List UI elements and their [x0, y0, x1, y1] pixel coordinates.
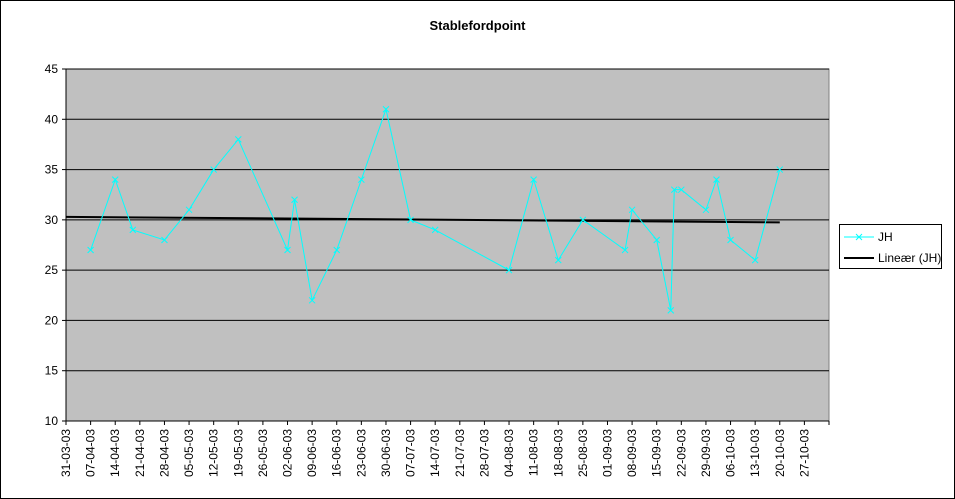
x-tick-label: 14-04-03 — [108, 429, 122, 477]
data-point — [161, 236, 168, 244]
x-tick-label: 07-07-03 — [404, 429, 418, 477]
x-tick-label: 08-09-03 — [625, 429, 639, 477]
chart-title: Stablefordpoint — [429, 18, 526, 33]
data-point — [530, 176, 537, 183]
x-tick-label: 28-04-03 — [157, 429, 171, 477]
x-tick-label: 14-07-03 — [428, 429, 442, 477]
x-tick-label: 12-05-03 — [207, 429, 221, 477]
y-tick-label: 40 — [45, 112, 59, 126]
data-point — [308, 296, 316, 304]
y-tick-label: 30 — [45, 213, 59, 227]
data-point — [670, 186, 678, 194]
y-tick-label: 10 — [45, 414, 59, 428]
data-point — [358, 176, 365, 183]
x-tick-label: 29-09-03 — [699, 429, 713, 477]
data-point — [129, 226, 137, 234]
x-tick-label: 25-08-03 — [576, 429, 590, 477]
data-point — [505, 266, 513, 274]
plot-area — [65, 68, 830, 422]
data-point — [407, 216, 414, 224]
data-point — [291, 196, 298, 204]
x-tick-label: 04-08-03 — [502, 429, 516, 477]
legend-swatch-jh — [844, 233, 874, 241]
x-tick-label: 22-09-03 — [674, 429, 688, 477]
data-point — [628, 206, 636, 214]
legend-item-jh: JH — [840, 228, 893, 246]
x-tick-label: 16-06-03 — [330, 429, 344, 477]
x-tick-label: 06-10-03 — [724, 429, 738, 477]
data-point — [111, 176, 119, 183]
legend-swatch-trendline — [844, 257, 874, 259]
x-tick-label: 09-06-03 — [305, 429, 319, 477]
y-tick-label: 20 — [45, 313, 59, 327]
data-point — [185, 206, 193, 214]
data-point — [667, 307, 675, 314]
data-point — [702, 206, 710, 214]
x-tick-label: 28-07-03 — [477, 429, 491, 477]
x-tick-label: 26-05-03 — [256, 429, 270, 477]
legend: JH Lineær (JH) — [839, 224, 942, 269]
x-tick-label: 21-04-03 — [133, 429, 147, 477]
x-tick-label: 20-10-03 — [773, 429, 787, 477]
x-tick-label: 02-06-03 — [281, 429, 295, 477]
data-point — [87, 246, 94, 254]
y-tick-label: 35 — [45, 163, 59, 177]
data-point — [677, 186, 685, 194]
data-point — [284, 246, 291, 254]
y-tick-label: 45 — [45, 62, 59, 76]
x-tick-label: 27-10-03 — [797, 429, 811, 477]
y-tick-label: 25 — [45, 263, 59, 277]
x-tick-label: 19-05-03 — [231, 429, 245, 477]
x-tick-label: 01-09-03 — [600, 429, 614, 477]
data-point — [579, 216, 587, 224]
x-tick-label: 05-05-03 — [182, 429, 196, 477]
data-point — [333, 246, 341, 254]
legend-item-trendline: Lineær (JH) — [840, 249, 941, 267]
legend-label-trendline: Lineær (JH) — [878, 251, 942, 265]
x-tick-label: 18-08-03 — [551, 429, 565, 477]
data-point — [621, 246, 629, 254]
data-point — [431, 226, 439, 234]
x-tick-label: 11-08-03 — [527, 429, 541, 476]
data-point — [653, 236, 661, 244]
data-point — [776, 166, 784, 173]
data-point — [751, 256, 759, 264]
data-point — [234, 136, 242, 143]
x-tick-label: 15-09-03 — [650, 429, 664, 477]
data-point — [713, 176, 720, 183]
y-tick-label: 15 — [45, 364, 59, 378]
x-tick-label: 23-06-03 — [354, 429, 368, 477]
trendline — [65, 215, 780, 224]
legend-label-jh: JH — [878, 230, 893, 244]
data-point — [210, 166, 218, 173]
x-tick-label: 31-03-03 — [59, 429, 73, 477]
x-tick-label: 13-10-03 — [748, 429, 762, 477]
series-line-jh — [90, 107, 781, 311]
x-tick-label: 30-06-03 — [379, 429, 393, 477]
x-tick-label: 21-07-03 — [453, 429, 467, 477]
data-point — [554, 256, 562, 264]
x-tick-label: 07-04-03 — [84, 429, 98, 477]
data-point — [382, 105, 390, 113]
data-point — [727, 236, 734, 244]
